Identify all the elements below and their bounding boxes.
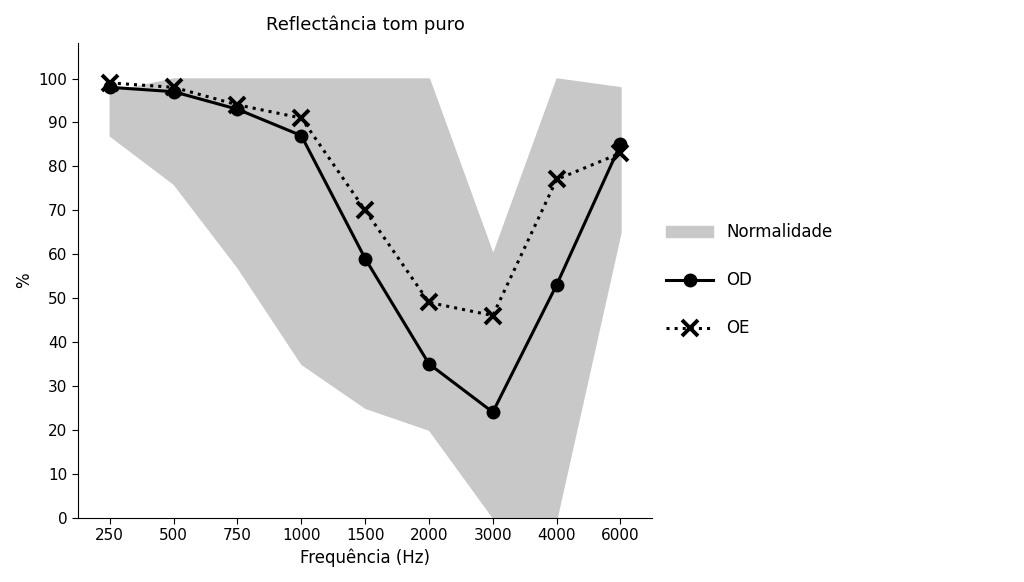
Legend: Normalidade, OD, OE: Normalidade, OD, OE (667, 223, 833, 338)
Title: Reflectância tom puro: Reflectância tom puro (265, 15, 465, 34)
X-axis label: Frequência (Hz): Frequência (Hz) (300, 548, 430, 567)
Y-axis label: %: % (15, 272, 33, 288)
